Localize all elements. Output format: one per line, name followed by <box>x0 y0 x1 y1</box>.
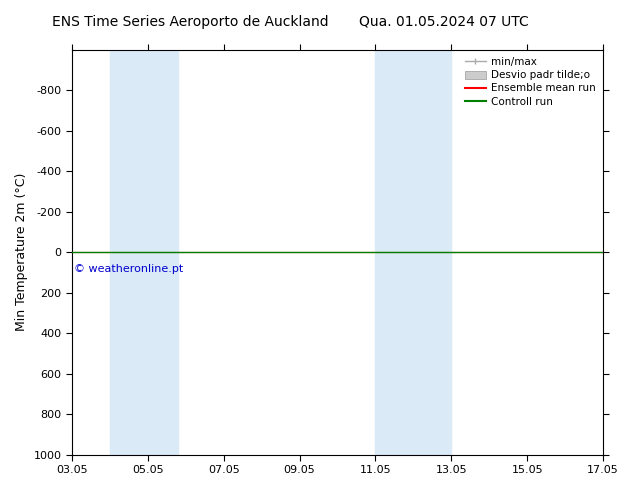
Y-axis label: Min Temperature 2m (°C): Min Temperature 2m (°C) <box>15 173 28 331</box>
Text: ENS Time Series Aeroporto de Auckland: ENS Time Series Aeroporto de Auckland <box>52 15 328 29</box>
Bar <box>375 50 413 455</box>
Bar <box>110 50 148 455</box>
Bar <box>148 50 178 455</box>
Bar <box>413 50 451 455</box>
Text: Qua. 01.05.2024 07 UTC: Qua. 01.05.2024 07 UTC <box>359 15 529 29</box>
Text: © weatheronline.pt: © weatheronline.pt <box>74 265 183 274</box>
Legend: min/max, Desvio padr tilde;o, Ensemble mean run, Controll run: min/max, Desvio padr tilde;o, Ensemble m… <box>463 55 598 109</box>
